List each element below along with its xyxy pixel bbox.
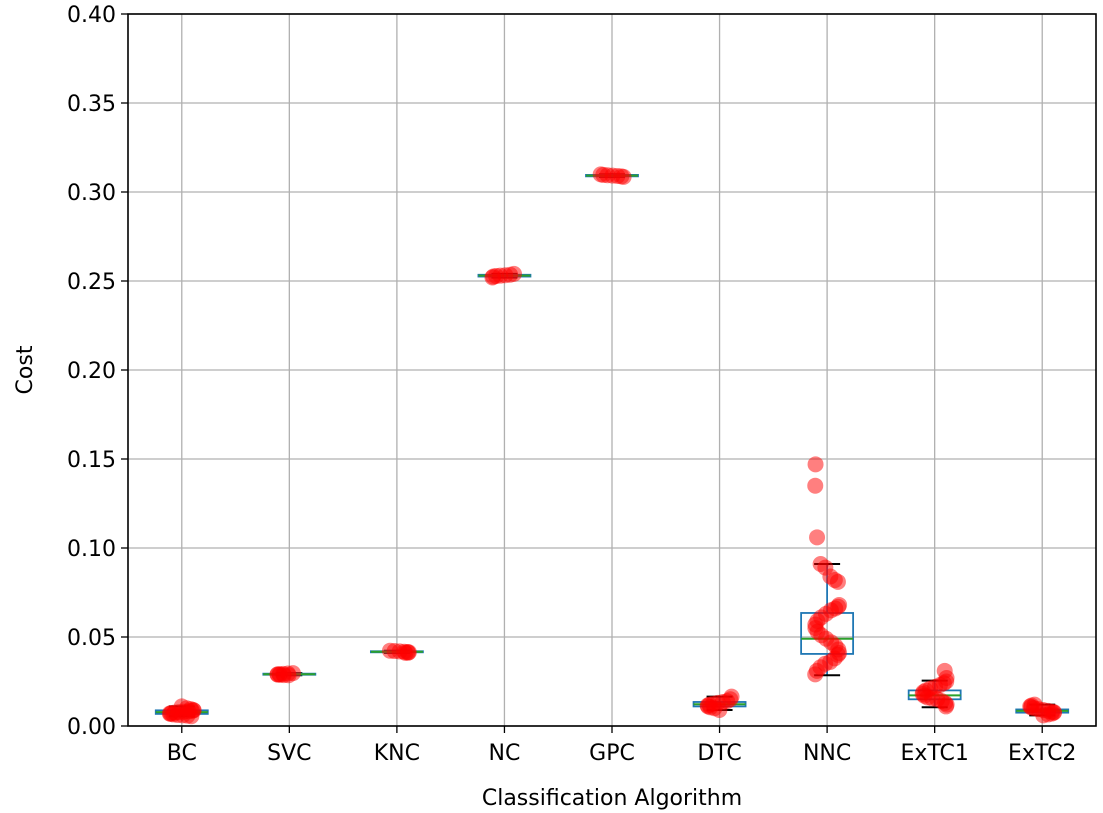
data-point-nnc bbox=[809, 529, 825, 545]
x-axis-ticks: BC SVC KNC NC GPC DTC NNC ExTC1 ExTC2 bbox=[167, 726, 1077, 766]
data-point-gpc bbox=[616, 169, 632, 185]
y-tick-label: 0.40 bbox=[67, 3, 116, 28]
x-tick-label: GPC bbox=[589, 741, 635, 766]
y-axis-label: Cost bbox=[13, 345, 38, 394]
x-tick-label: ExTC1 bbox=[900, 741, 968, 766]
data-point-nnc bbox=[830, 574, 846, 590]
x-axis-label: Classification Algorithm bbox=[482, 786, 742, 811]
x-tick-label: NNC bbox=[803, 741, 851, 766]
data-point-dtc bbox=[711, 702, 727, 718]
data-point-nnc bbox=[807, 478, 823, 494]
data-point-bc bbox=[183, 708, 199, 724]
y-tick-label: 0.30 bbox=[67, 181, 116, 206]
data-point-nc bbox=[484, 269, 500, 285]
y-tick-label: 0.00 bbox=[67, 715, 116, 740]
y-tick-label: 0.20 bbox=[67, 359, 116, 384]
y-axis-ticks: 0.00 0.05 0.10 0.15 0.20 0.25 0.30 0.35 0.40 bbox=[67, 3, 128, 740]
y-tick-label: 0.35 bbox=[67, 92, 116, 117]
y-tick-label: 0.10 bbox=[67, 537, 116, 562]
data-point-extc2 bbox=[1035, 707, 1051, 723]
x-tick-label: DTC bbox=[697, 741, 741, 766]
data-point-nnc bbox=[808, 456, 824, 472]
x-tick-label: KNC bbox=[374, 741, 420, 766]
data-point-svc bbox=[281, 667, 297, 683]
y-tick-label: 0.05 bbox=[67, 626, 116, 651]
data-point-extc1 bbox=[938, 698, 954, 714]
x-tick-label: NC bbox=[489, 741, 521, 766]
data-point-knc bbox=[397, 645, 413, 661]
grid-lines bbox=[128, 14, 1096, 726]
y-tick-label: 0.15 bbox=[67, 448, 116, 473]
x-tick-label: SVC bbox=[267, 741, 311, 766]
x-tick-label: BC bbox=[167, 741, 197, 766]
data-point-nnc bbox=[807, 666, 823, 682]
x-tick-label: ExTC2 bbox=[1008, 741, 1076, 766]
y-tick-label: 0.25 bbox=[67, 270, 116, 295]
